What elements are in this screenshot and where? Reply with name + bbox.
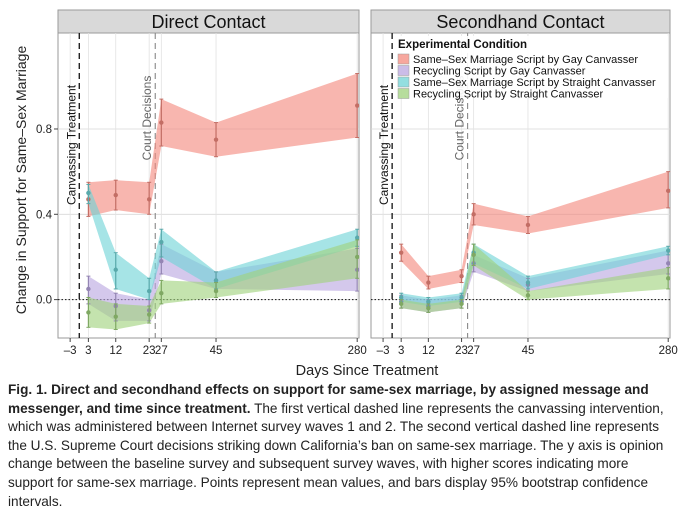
panel-0-x-tick-label: –3: [64, 345, 77, 357]
legend-entry-3: Recycling Script by Straight Canvasser: [413, 89, 603, 101]
panel-0-x-tick-label: 27: [155, 345, 168, 357]
panel-1-x-tick-label: 23: [455, 345, 468, 357]
figure-caption: Fig. 1. Direct and secondhand effects on…: [8, 381, 674, 511]
panel-0-series-2-point: [86, 190, 91, 196]
panel-0-title: Direct Contact: [151, 12, 265, 32]
panel-1-series-3-point: [398, 301, 404, 307]
panel-1-series-0-point: [459, 273, 464, 279]
panel-0-series-3-point: [159, 291, 164, 296]
panel-0-ribbon-3: [88, 239, 358, 330]
panel-0-series-3-point: [213, 288, 219, 294]
y-axis-label: Change in Support for Same–Sex Marriage: [13, 46, 29, 315]
panel-0-x-tick-label: 23: [143, 345, 156, 357]
panel-0-series-2-point: [159, 239, 164, 245]
panel-0-ribbon-2: [88, 184, 358, 300]
panel-0-x-tick-label: 12: [109, 345, 122, 357]
panel-0-series-0-point: [213, 137, 219, 142]
panel-0-series-0-point: [113, 192, 118, 198]
panel-0-header: [57, 9, 360, 34]
panel-1-series-2-point: [398, 295, 404, 300]
panel-1-x-tick-label: 45: [522, 345, 535, 357]
panel-1-header: [370, 9, 671, 34]
caption-title: Direct and secondhand effects on support…: [8, 382, 649, 416]
legend-entry-0: Same–Sex Marriage Script by Gay Canvasse…: [413, 54, 638, 66]
legend-swatch-2: [397, 76, 410, 88]
panel-0-series-0-point: [146, 197, 152, 202]
panel-1-series-2-point: [666, 248, 671, 253]
panel-1-series-3-point: [471, 252, 476, 258]
panel-1-ribbon-2: [401, 244, 669, 307]
panel-1-series-2-point: [459, 295, 464, 300]
panel-1-series-0-point: [398, 250, 404, 255]
legend-entry-1: Recycling Script by Gay Canvasser: [413, 66, 586, 78]
panel-0-y-tick-label: 0.4: [36, 209, 53, 221]
chart-svg: Change in Support for Same–Sex Marriage …: [13, 9, 678, 379]
panel-0-series-2-point: [146, 288, 152, 294]
panel-1-series-3-point: [525, 293, 531, 298]
panel-1-series-0-point: [666, 188, 671, 194]
panel-1-ribbon-0: [401, 171, 669, 289]
legend-swatch-1: [397, 65, 410, 76]
panel-0-series-2-point: [113, 267, 118, 272]
panel-1-x-tick-label: 12: [422, 345, 435, 357]
panel-1-x-tick-label: 27: [467, 345, 480, 357]
panel-0-x-tick-label: 280: [348, 345, 367, 357]
panel-1-series-0-point: [471, 212, 476, 217]
panel-0-series-3-point: [146, 312, 152, 317]
panel-0-series-0-point: [354, 103, 360, 108]
panel-1-series-3-point: [459, 301, 464, 307]
panel-1-series-0-point: [525, 222, 531, 228]
panel-1-x-tick-label: 3: [398, 345, 404, 357]
panel-1-series-1-point: [666, 261, 671, 266]
legend-swatch-0: [397, 53, 410, 65]
panel-1-series-3-point: [426, 305, 431, 311]
panel-1-annotation-label-0: Canvassing Treatment: [377, 84, 391, 205]
panel-1-series-3-point: [666, 276, 671, 281]
panel-0-y-tick-label: 0.8: [36, 124, 52, 136]
panel-0-ribbon-0: [88, 73, 358, 217]
panel-0-y-tick-label: 0.0: [36, 295, 52, 307]
panel-0-series-0-point: [159, 120, 164, 125]
panel-0-annotation-label-1: Court Decisions: [140, 76, 154, 161]
panel-1-x-tick-label: 280: [659, 345, 678, 357]
panel-0-series-3-point: [113, 314, 118, 319]
panel-1-series-2-point: [426, 299, 431, 304]
panel-0-x-tick-label: 3: [85, 345, 91, 357]
legend-title: Experimental Condition: [398, 39, 527, 51]
panel-1-series-2-point: [525, 280, 531, 285]
panel-1-series-0-point: [426, 280, 431, 285]
panel-0-annotation-label-0: Canvassing Treatment: [64, 84, 78, 205]
legend-box: [395, 36, 668, 98]
caption-body: The first vertical dashed line represent…: [8, 400, 664, 509]
caption-label: Fig. 1.: [8, 382, 48, 397]
panel-0-series-1-point: [159, 259, 164, 264]
panel-0-series-2-point: [213, 278, 219, 283]
legend-entry-2: Same–Sex Marriage Script by Straight Can…: [413, 77, 656, 89]
figure: Change in Support for Same–Sex Marriage …: [13, 9, 678, 379]
panel-1-x-tick-label: –3: [377, 345, 390, 357]
x-axis-label: Days Since Treatment: [296, 363, 439, 379]
legend-swatch-3: [397, 88, 410, 99]
panel-0-series-3-point: [86, 310, 91, 315]
panel-0-series-2-point: [354, 235, 360, 240]
panel-0-x-tick-label: 45: [210, 345, 223, 357]
panel-0-series-1-point: [86, 286, 91, 292]
panel-0-series-3-point: [354, 254, 360, 260]
panel-1-title: Secondhand Contact: [436, 12, 604, 32]
